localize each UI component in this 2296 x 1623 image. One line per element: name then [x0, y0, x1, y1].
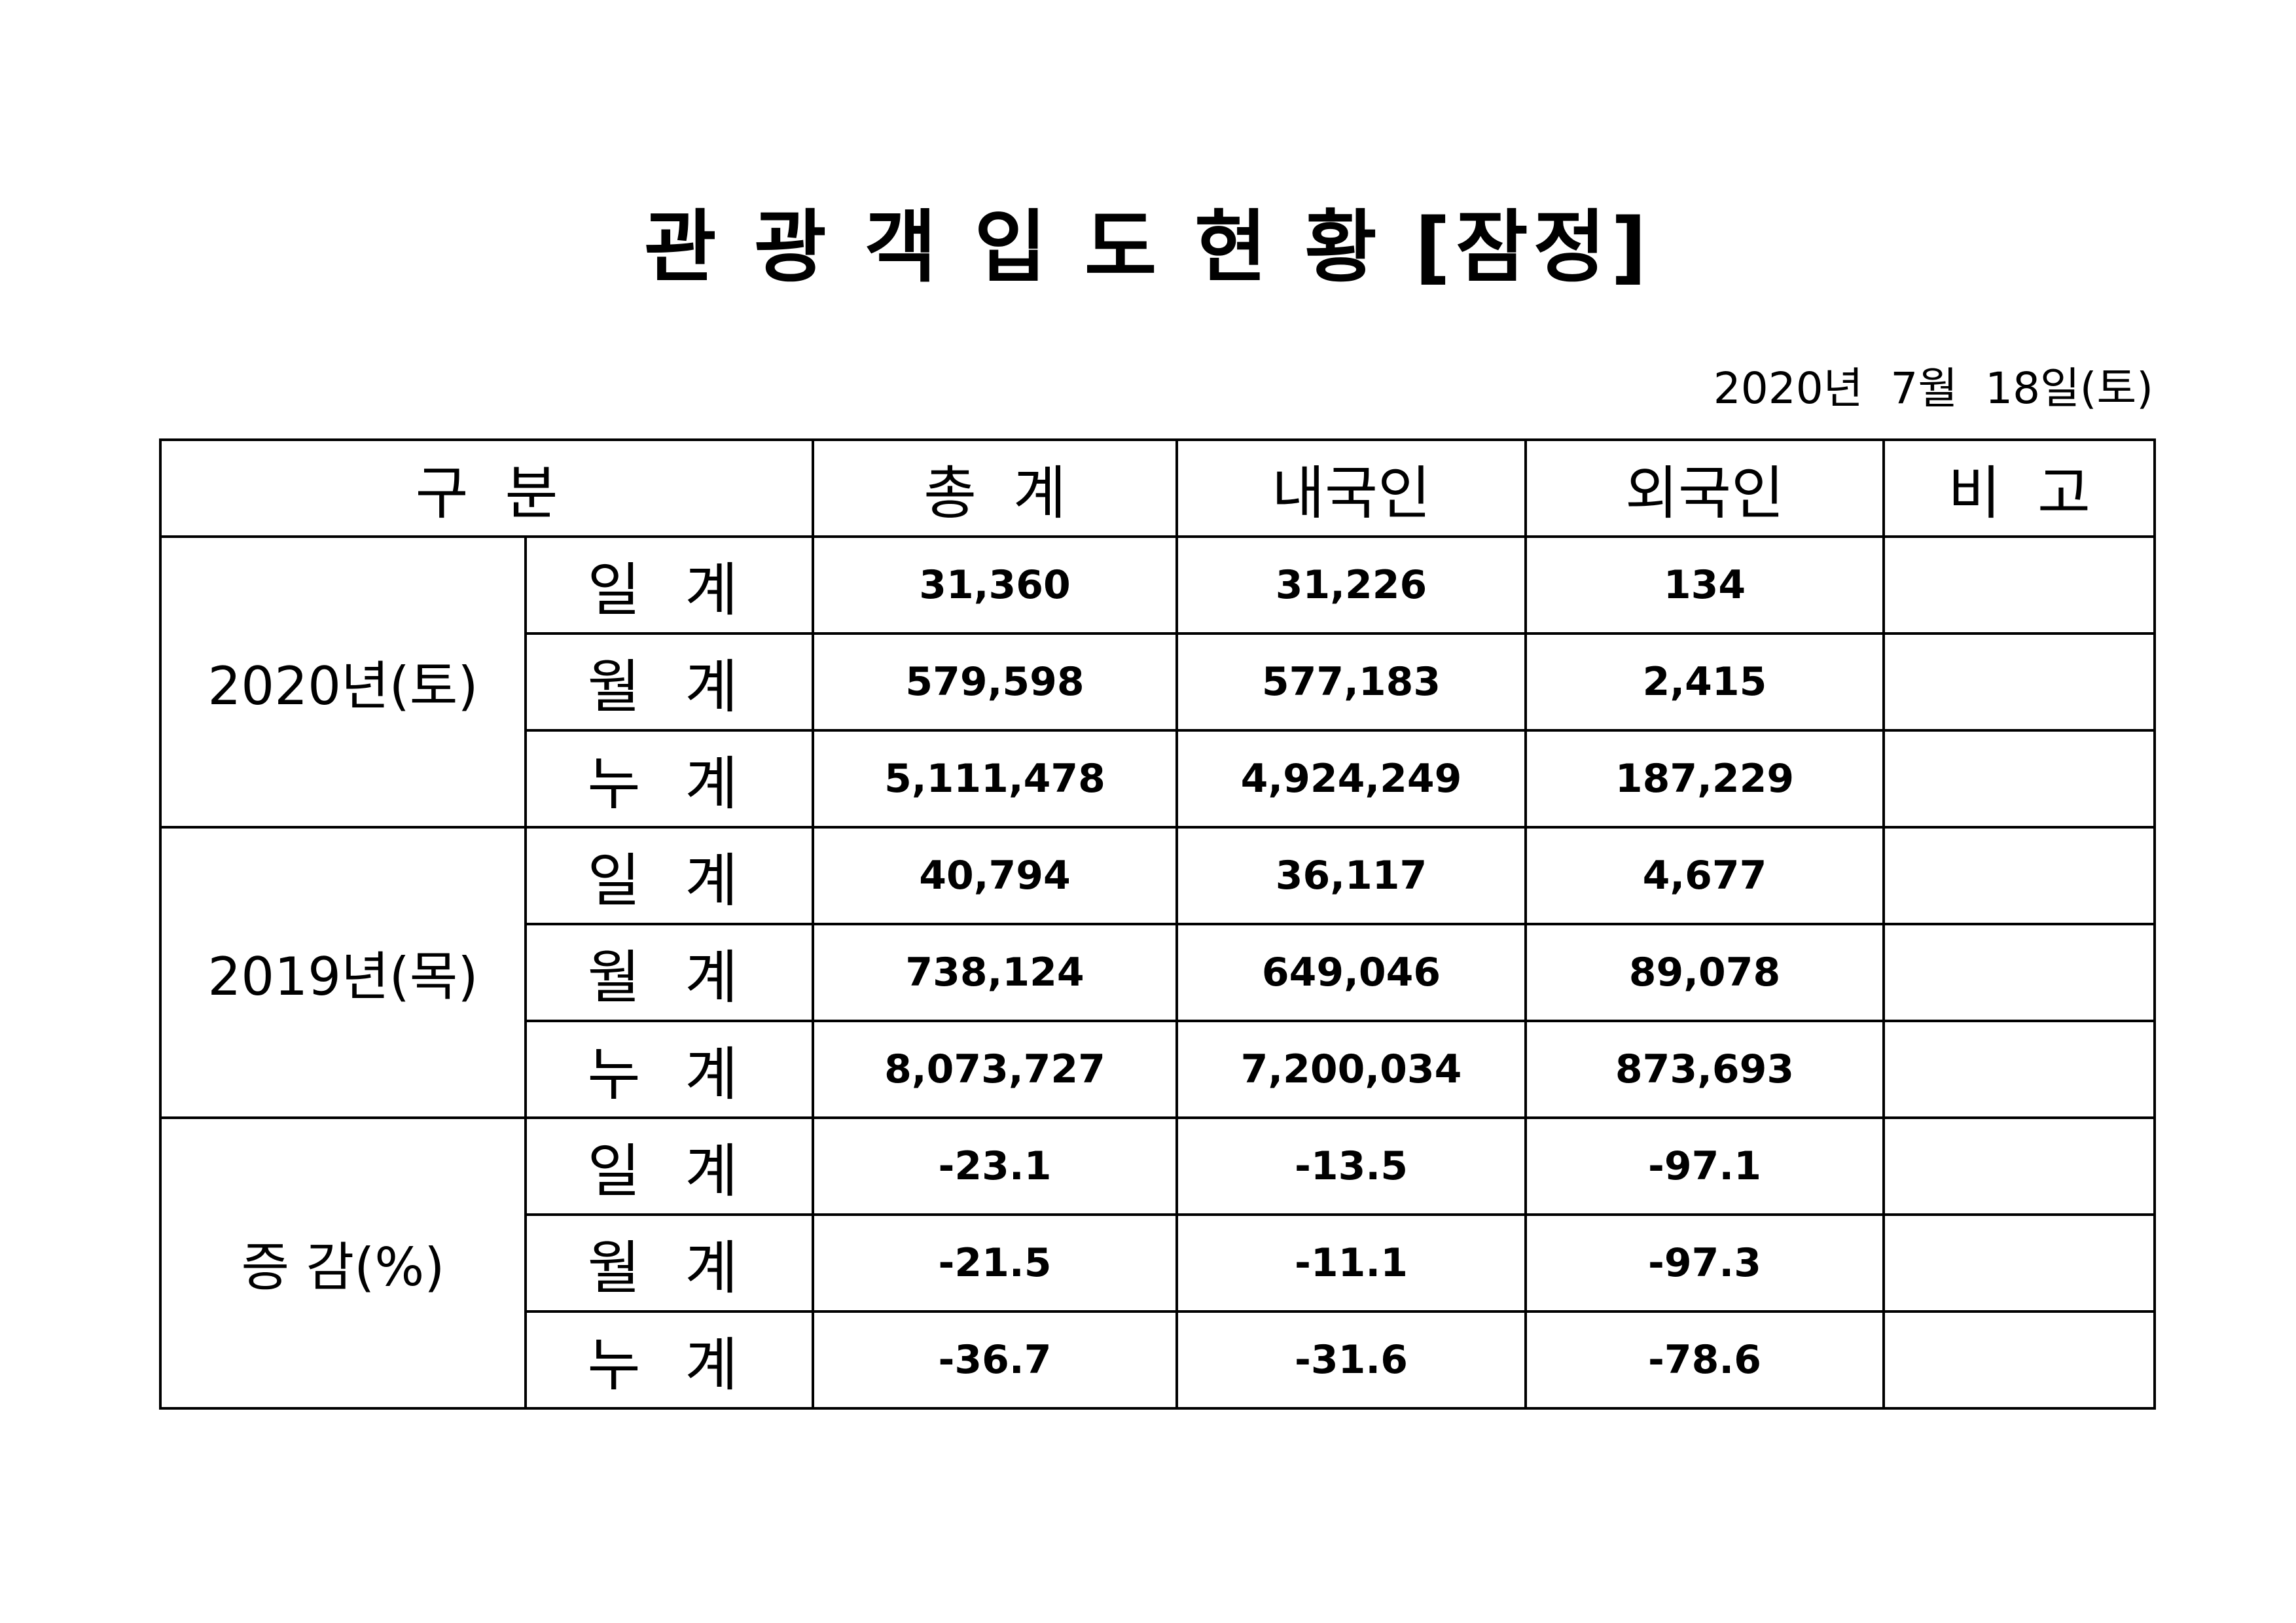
header-cell: 구 분	[159, 438, 814, 538]
value-cell: -13.5	[1175, 1116, 1527, 1216]
value-cell: 134	[1524, 535, 1885, 635]
value-cell: 7,200,034	[1175, 1020, 1527, 1119]
value-cell: 649,046	[1175, 923, 1527, 1022]
remark-cell	[1882, 923, 2156, 1022]
value-cell: 31,226	[1175, 535, 1527, 635]
remark-cell	[1882, 1213, 2156, 1313]
group-label: 증 감(%)	[159, 1116, 527, 1410]
row-label: 누 계	[524, 1020, 814, 1119]
value-cell: 2,415	[1524, 632, 1885, 732]
title: 관 광 객 입 도 현 황 [잠정]	[644, 202, 1652, 293]
value-cell: -11.1	[1175, 1213, 1527, 1313]
data-row: 누 계 5,111,478 4,924,249 187,229	[160, 729, 2156, 829]
row-label: 일 계	[524, 535, 814, 635]
data-row: 증 감(%) 일 계 -23.1 -13.5 -97.1	[159, 1116, 2156, 1410]
data-row: 누 계 -36.7 -31.6 -78.6	[160, 1310, 2156, 1410]
data-row: 2020년(토) 일 계 31,360 31,226 134	[159, 535, 2156, 829]
remark-cell	[1882, 1020, 2156, 1119]
data-row: 2019년(목) 일 계 40,794 36,117 4,677	[159, 826, 2156, 1119]
value-cell: -97.1	[1524, 1116, 1885, 1216]
header-cell: 내국인	[1175, 438, 1527, 538]
date: 2020년 7월 18일(토)	[1713, 363, 2153, 414]
group-label: 2019년(목)	[159, 826, 527, 1119]
remark-cell	[1882, 1116, 2156, 1216]
value-cell: 187,229	[1524, 729, 1885, 829]
value-cell: 873,693	[1524, 1020, 1885, 1119]
row-label: 월 계	[524, 632, 814, 732]
value-cell: -78.6	[1524, 1310, 1885, 1410]
value-cell: 4,677	[1524, 826, 1885, 925]
value-cell: -21.5	[812, 1213, 1178, 1313]
row-label: 월 계	[524, 1213, 814, 1313]
row-label: 누 계	[524, 729, 814, 829]
data-row: 월 계 579,598 577,183 2,415	[160, 632, 2156, 732]
value-cell: 40,794	[812, 826, 1178, 925]
value-cell: 8,073,727	[812, 1020, 1178, 1119]
value-cell: 31,360	[812, 535, 1178, 635]
row-label: 누 계	[524, 1310, 814, 1410]
value-cell: 5,111,478	[812, 729, 1178, 829]
header-cell: 비 고	[1882, 438, 2156, 538]
row-label: 일 계	[524, 826, 814, 925]
data-row: 월 계 738,124 649,046 89,078	[160, 923, 2156, 1022]
value-cell: 36,117	[1175, 826, 1527, 925]
data-row: 누 계 8,073,727 7,200,034 873,693	[160, 1020, 2156, 1119]
header-cell: 총 계	[812, 438, 1178, 538]
remark-cell	[1882, 632, 2156, 732]
value-cell: -36.7	[812, 1310, 1178, 1410]
remark-cell	[1882, 535, 2156, 635]
value-cell: 89,078	[1524, 923, 1885, 1022]
group-label: 2020년(토)	[159, 535, 527, 829]
value-cell: -23.1	[812, 1116, 1178, 1216]
value-cell: 579,598	[812, 632, 1178, 732]
row-label: 월 계	[524, 923, 814, 1022]
data-row: 월 계 -21.5 -11.1 -97.3	[160, 1213, 2156, 1313]
value-cell: -31.6	[1175, 1310, 1527, 1410]
row-label: 일 계	[524, 1116, 814, 1216]
remark-cell	[1882, 826, 2156, 925]
remark-cell	[1882, 729, 2156, 829]
remark-cell	[1882, 1310, 2156, 1410]
value-cell: 577,183	[1175, 632, 1527, 732]
header-cell: 외국인	[1524, 438, 1885, 538]
value-cell: 738,124	[812, 923, 1178, 1022]
value-cell: 4,924,249	[1175, 729, 1527, 829]
value-cell: -97.3	[1524, 1213, 1885, 1313]
